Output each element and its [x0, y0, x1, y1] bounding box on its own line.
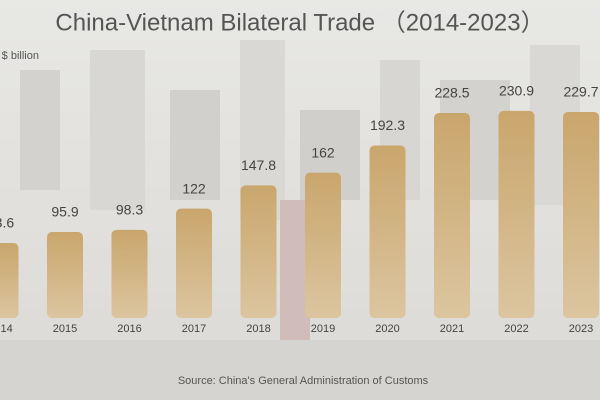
- value-label: 192.3: [370, 117, 405, 133]
- bar-shade: [111, 229, 148, 318]
- x-tick-label: 2015: [53, 323, 77, 335]
- value-label: 229.7: [563, 84, 598, 100]
- x-tick-label: 2019: [311, 323, 335, 335]
- bar-shade: [369, 145, 406, 318]
- x-tick-label: 2018: [246, 323, 270, 335]
- bar-shade: [176, 208, 212, 318]
- bar-shade: [498, 110, 535, 319]
- bar-shade: [0, 243, 19, 318]
- x-tick-label: 2021: [440, 323, 464, 335]
- value-label: 98.3: [116, 202, 143, 218]
- value-label: 228.5: [434, 85, 469, 101]
- bar-shade: [240, 185, 277, 318]
- x-tick-label: 2016: [117, 323, 141, 335]
- value-label: 162: [311, 144, 335, 160]
- x-tick-label: 2014: [0, 323, 13, 335]
- bar-shade: [47, 231, 83, 318]
- value-label: 95.9: [51, 204, 78, 220]
- value-label: 230.9: [499, 83, 534, 99]
- x-tick-label: 2023: [569, 323, 593, 335]
- value-label: 83.6: [0, 215, 14, 231]
- chart-title: China-Vietnam Bilateral Trade （2014-2023…: [55, 9, 544, 36]
- value-label: 147.8: [241, 157, 276, 173]
- value-label: 122: [182, 180, 206, 196]
- unit-label: Unit: $ billion: [0, 50, 39, 62]
- x-tick-label: 2017: [182, 323, 206, 335]
- bar-shade: [305, 172, 341, 318]
- x-tick-label: 2022: [504, 323, 528, 335]
- bar-shade: [434, 113, 470, 319]
- x-tick-label: 2020: [375, 323, 399, 335]
- source: Source: China's General Administration o…: [178, 375, 429, 387]
- bar-shade: [563, 111, 599, 318]
